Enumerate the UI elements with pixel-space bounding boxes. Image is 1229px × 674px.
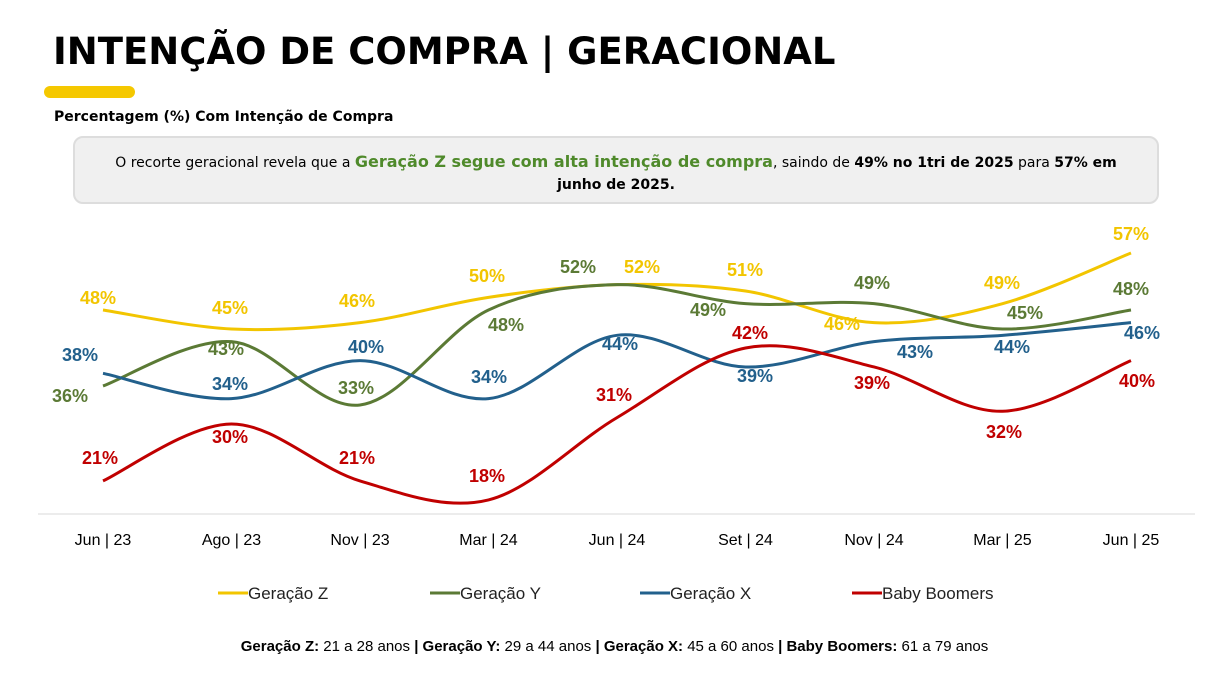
- x-tick-label: Set | 24: [718, 532, 773, 549]
- series-line-2: [102, 321, 1132, 401]
- data-label: 39%: [854, 373, 890, 393]
- accent-bar: [44, 86, 135, 98]
- data-label: 34%: [471, 367, 507, 387]
- page-title: INTENÇÃO DE COMPRA | GERACIONAL: [53, 30, 836, 73]
- insight-text: O recorte geracional revela que a: [115, 155, 355, 171]
- chart-subtitle: Percentagem (%) Com Intenção de Compra: [54, 109, 394, 125]
- data-label: 18%: [469, 466, 505, 486]
- series-line-3: [102, 344, 1132, 505]
- x-tick-label: Jun | 24: [589, 532, 646, 549]
- footer-key: | Geração X:: [595, 638, 684, 655]
- insight-bold: 57% em junho de 2025.: [557, 155, 1117, 193]
- data-label: 50%: [469, 266, 505, 286]
- data-label: 43%: [897, 342, 933, 362]
- data-label: 32%: [986, 422, 1022, 442]
- data-label: 45%: [1007, 303, 1043, 323]
- legend-label: Geração X: [670, 584, 751, 603]
- x-tick-label: Nov | 23: [330, 532, 389, 549]
- x-tick-label: Jun | 23: [75, 532, 132, 549]
- data-label: 30%: [212, 427, 248, 447]
- data-label: 49%: [984, 273, 1020, 293]
- data-label: 48%: [1113, 279, 1149, 299]
- data-label: 21%: [339, 448, 375, 468]
- data-label: 57%: [1113, 224, 1149, 244]
- series-line-1: [102, 283, 1132, 407]
- series-line-0: [102, 251, 1132, 332]
- data-label: 42%: [732, 323, 768, 343]
- data-label: 38%: [62, 345, 98, 365]
- data-label: 43%: [208, 339, 244, 359]
- insight-text: , saindo de: [772, 155, 855, 171]
- data-label: 39%: [737, 366, 773, 386]
- data-label: 34%: [212, 374, 248, 394]
- data-label: 40%: [348, 337, 384, 357]
- data-label: 31%: [596, 385, 632, 405]
- footer-key: | Geração Y:: [414, 638, 501, 655]
- data-label: 51%: [727, 260, 763, 280]
- x-tick-label: Mar | 24: [459, 532, 518, 549]
- data-label: 36%: [52, 386, 88, 406]
- footer-value: 29 a 44 anos: [500, 638, 596, 655]
- data-label: 49%: [854, 273, 890, 293]
- data-label: 52%: [624, 257, 660, 277]
- data-label: 49%: [690, 300, 726, 320]
- legend-label: Geração Y: [460, 584, 541, 603]
- footer-value: 45 a 60 anos: [683, 638, 779, 655]
- insight-box: O recorte geracional revela que a Geraçã…: [73, 136, 1159, 204]
- x-tick-label: Ago | 23: [202, 532, 261, 549]
- insight-bold: 49% no 1tri de 2025: [854, 155, 1014, 171]
- data-label: 21%: [82, 448, 118, 468]
- footer-key: Geração Z:: [240, 638, 320, 655]
- data-label: 44%: [994, 337, 1030, 357]
- footer-value: 61 a 79 anos: [897, 638, 989, 655]
- insight-highlight: Geração Z segue com alta intenção de com…: [354, 152, 773, 171]
- legend-label: Geração Z: [248, 584, 328, 603]
- data-label: 46%: [339, 291, 375, 311]
- data-label: 52%: [560, 257, 596, 277]
- data-label: 33%: [338, 378, 374, 398]
- data-label: 48%: [80, 288, 116, 308]
- data-label: 48%: [488, 315, 524, 335]
- data-label: 44%: [602, 334, 638, 354]
- data-label: 45%: [212, 298, 248, 318]
- x-tick-label: Jun | 25: [1103, 532, 1160, 549]
- footer-value: 21 a 28 anos: [319, 638, 415, 655]
- footer-key: | Baby Boomers:: [778, 638, 898, 655]
- legend-label: Baby Boomers: [882, 584, 994, 603]
- x-tick-label: Nov | 24: [844, 532, 903, 549]
- footer-note: Geração Z: 21 a 28 anos | Geração Y: 29 …: [0, 638, 1229, 655]
- data-label: 40%: [1119, 371, 1155, 391]
- insight-text: para: [1013, 155, 1055, 171]
- x-tick-label: Mar | 25: [973, 532, 1032, 549]
- data-label: 46%: [824, 314, 860, 334]
- data-label: 46%: [1124, 323, 1160, 343]
